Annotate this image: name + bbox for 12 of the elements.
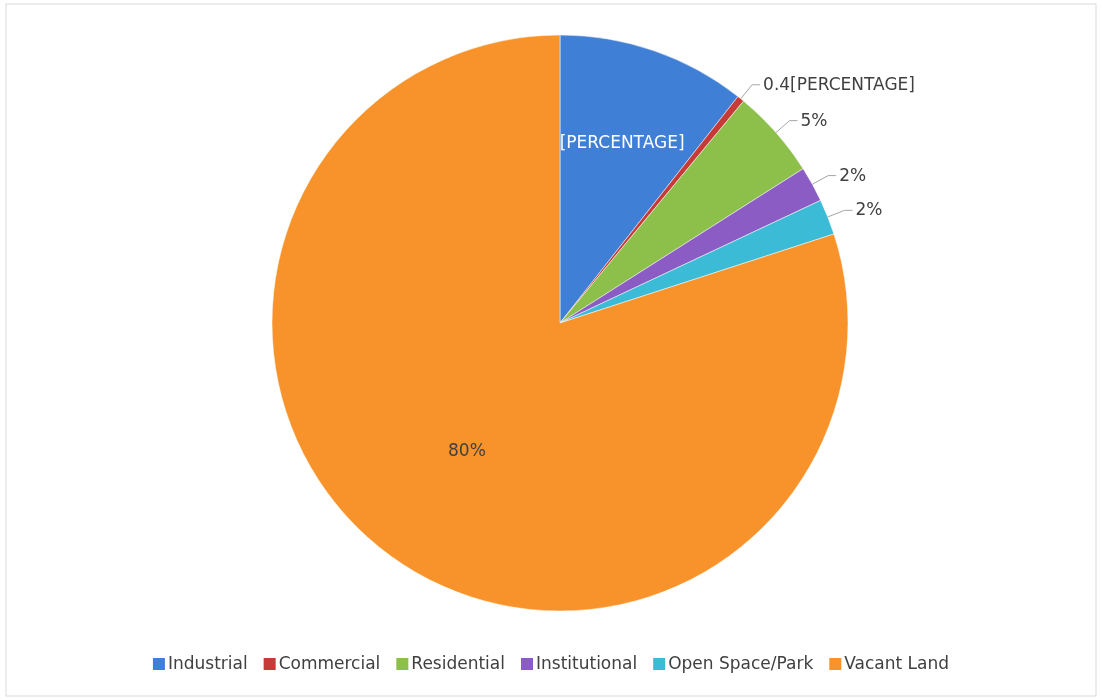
data-label: [PERCENTAGE] bbox=[559, 132, 685, 153]
legend-label: Commercial bbox=[278, 653, 381, 673]
legend-label: Vacant Land bbox=[844, 653, 950, 673]
legend-label: Industrial bbox=[167, 653, 248, 673]
data-label: 5% bbox=[800, 109, 828, 130]
legend-label: Open Space/Park bbox=[668, 653, 814, 673]
data-label: 2% bbox=[839, 164, 867, 185]
data-label: 0.4[PERCENTAGE] bbox=[763, 73, 915, 94]
data-label: 2% bbox=[855, 199, 883, 220]
legend-label: Residential bbox=[411, 653, 505, 673]
data-label: 80% bbox=[448, 440, 486, 461]
legend-label: Institutional bbox=[536, 653, 638, 673]
